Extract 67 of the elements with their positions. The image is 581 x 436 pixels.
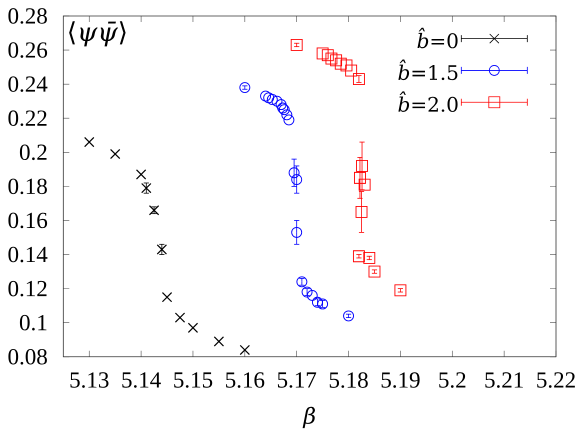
x-tick-label: 5.21 bbox=[485, 372, 523, 388]
point bbox=[312, 296, 323, 308]
x-tick-label: 5.2 bbox=[439, 372, 466, 388]
point bbox=[325, 52, 338, 65]
y-tick-label: 0.22 bbox=[8, 110, 47, 126]
point bbox=[368, 266, 380, 278]
point bbox=[345, 64, 358, 76]
point bbox=[156, 244, 168, 255]
point bbox=[354, 172, 366, 184]
x-tick-label: 5.14 bbox=[122, 372, 161, 388]
x-tick-label: 5.17 bbox=[278, 372, 316, 388]
point bbox=[317, 298, 328, 310]
point bbox=[356, 206, 368, 218]
point bbox=[266, 94, 278, 105]
point bbox=[316, 48, 329, 60]
point bbox=[188, 322, 198, 334]
point bbox=[272, 96, 282, 107]
point bbox=[239, 82, 250, 94]
legend-label: b̂=1.5 bbox=[398, 60, 458, 80]
point bbox=[283, 114, 294, 126]
point bbox=[162, 292, 172, 302]
point bbox=[306, 290, 318, 301]
x-tick-label: 5.18 bbox=[330, 372, 368, 388]
point bbox=[343, 310, 354, 322]
y-tick-label: 0.28 bbox=[8, 8, 47, 24]
y-tick-label: 0.16 bbox=[8, 212, 48, 228]
point bbox=[263, 92, 274, 104]
point bbox=[356, 160, 368, 172]
point bbox=[136, 169, 146, 180]
x-tick-label: 5.16 bbox=[226, 372, 264, 388]
legend-label: b̂=2.0 bbox=[398, 91, 458, 112]
point bbox=[322, 49, 334, 62]
y-tick-label: 0.14 bbox=[8, 246, 48, 262]
point bbox=[290, 39, 303, 51]
y-tick-label: 0.08 bbox=[8, 348, 47, 365]
x-tick-label: 5.13 bbox=[70, 372, 108, 388]
point bbox=[84, 136, 94, 148]
point bbox=[352, 250, 365, 262]
x-axis-title: β bbox=[302, 406, 315, 428]
point bbox=[174, 312, 186, 323]
x-tick-label: 5.19 bbox=[382, 372, 420, 388]
y-tick-label: 0.24 bbox=[8, 76, 48, 92]
legend-label: b̂=0 bbox=[417, 28, 458, 48]
point bbox=[394, 284, 406, 296]
point bbox=[340, 59, 352, 72]
point bbox=[281, 109, 292, 120]
point bbox=[214, 336, 224, 347]
point bbox=[110, 148, 120, 160]
y-tick-label: 0.26 bbox=[8, 42, 48, 58]
point bbox=[240, 344, 250, 356]
point bbox=[330, 54, 342, 66]
point bbox=[276, 99, 287, 110]
point bbox=[352, 73, 365, 85]
x-tick-label: 5.15 bbox=[174, 372, 212, 388]
x-tick-label: 5.22 bbox=[537, 372, 575, 388]
y-tick-label: 0.1 bbox=[20, 314, 46, 331]
point bbox=[334, 58, 347, 70]
y-tick-label: 0.2 bbox=[20, 144, 47, 160]
point bbox=[302, 286, 313, 298]
y-axis-title: ⟨ψψ̄⟩ bbox=[69, 21, 126, 46]
point bbox=[363, 252, 376, 264]
y-tick-label: 0.12 bbox=[8, 280, 47, 296]
point bbox=[260, 90, 272, 102]
point bbox=[148, 205, 160, 216]
point bbox=[291, 226, 302, 238]
point bbox=[296, 276, 308, 288]
y-tick-label: 0.18 bbox=[8, 178, 47, 194]
